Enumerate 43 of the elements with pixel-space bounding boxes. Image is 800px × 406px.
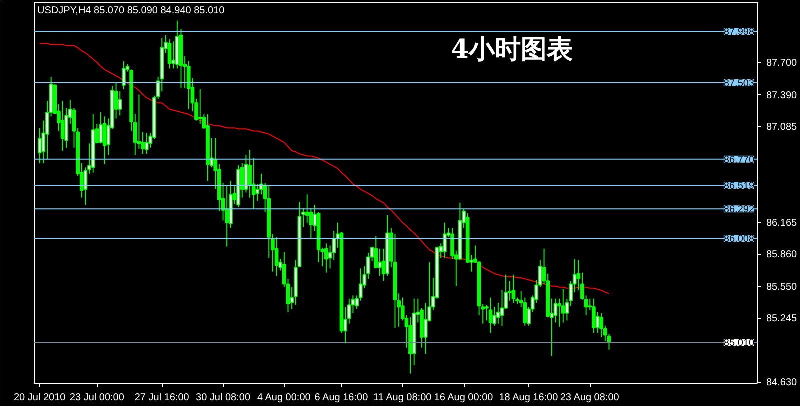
y-tick-label: 87.700: [766, 58, 798, 69]
chart-title: USDJPY,H4 85.070 85.090 84.940 85.010: [38, 6, 226, 16]
candlestick: [274, 236, 279, 276]
candlestick: [305, 194, 310, 224]
candlestick: [600, 312, 604, 338]
candlestick: [118, 91, 122, 116]
candlestick: [168, 39, 172, 70]
y-tick-label: 84.630: [766, 378, 798, 389]
ref-line-label: 86.519: [724, 180, 755, 192]
x-tick-label: 6 Aug 16:00: [314, 392, 369, 404]
candlestick: [60, 100, 65, 152]
ref-line-label: 86.770: [724, 154, 755, 166]
candlestick: [144, 132, 149, 155]
x-tick-label: 4 Aug 00:00: [257, 392, 312, 404]
x-tick-label: 20 Jul 2010: [14, 392, 66, 404]
candlestick: [122, 60, 126, 90]
candlestick: [324, 243, 328, 274]
y-tick-label: 86.165: [766, 218, 798, 229]
y-tick-label: 85.860: [766, 250, 798, 261]
candlestick: [592, 298, 596, 334]
candlestick: [561, 288, 566, 324]
candlestick: [99, 112, 103, 144]
x-tick-label: 18 Aug 16:00: [499, 392, 559, 404]
candlestick: [198, 89, 202, 124]
y-tick-label: 87.390: [766, 90, 798, 102]
candlestick: [442, 222, 447, 259]
candlestick: [225, 186, 230, 248]
x-tick-label: 30 Jul 08:00: [196, 392, 251, 404]
y-tick-label: 85.245: [766, 314, 798, 325]
candlestick: [488, 297, 493, 334]
y-tick-label: 85.550: [766, 282, 798, 293]
x-tick-label: 23 Jul 00:00: [70, 392, 125, 404]
annotation: 4小时图表: [450, 35, 574, 66]
candlestick: [102, 116, 107, 166]
y-tick-label: 87.085: [766, 122, 798, 134]
candlestick: [512, 274, 516, 304]
ref-line-label: 87.503: [724, 78, 755, 90]
x-tick-label: 27 Jul 16:00: [134, 392, 190, 404]
x-tick-label: 16 Aug 00:00: [434, 392, 494, 404]
x-tick-label: 11 Aug 08:00: [374, 392, 432, 404]
ref-line-label: 87.998: [724, 26, 755, 38]
x-tick-label: 23 Aug 08:00: [560, 392, 620, 404]
candlestick: [378, 248, 382, 276]
